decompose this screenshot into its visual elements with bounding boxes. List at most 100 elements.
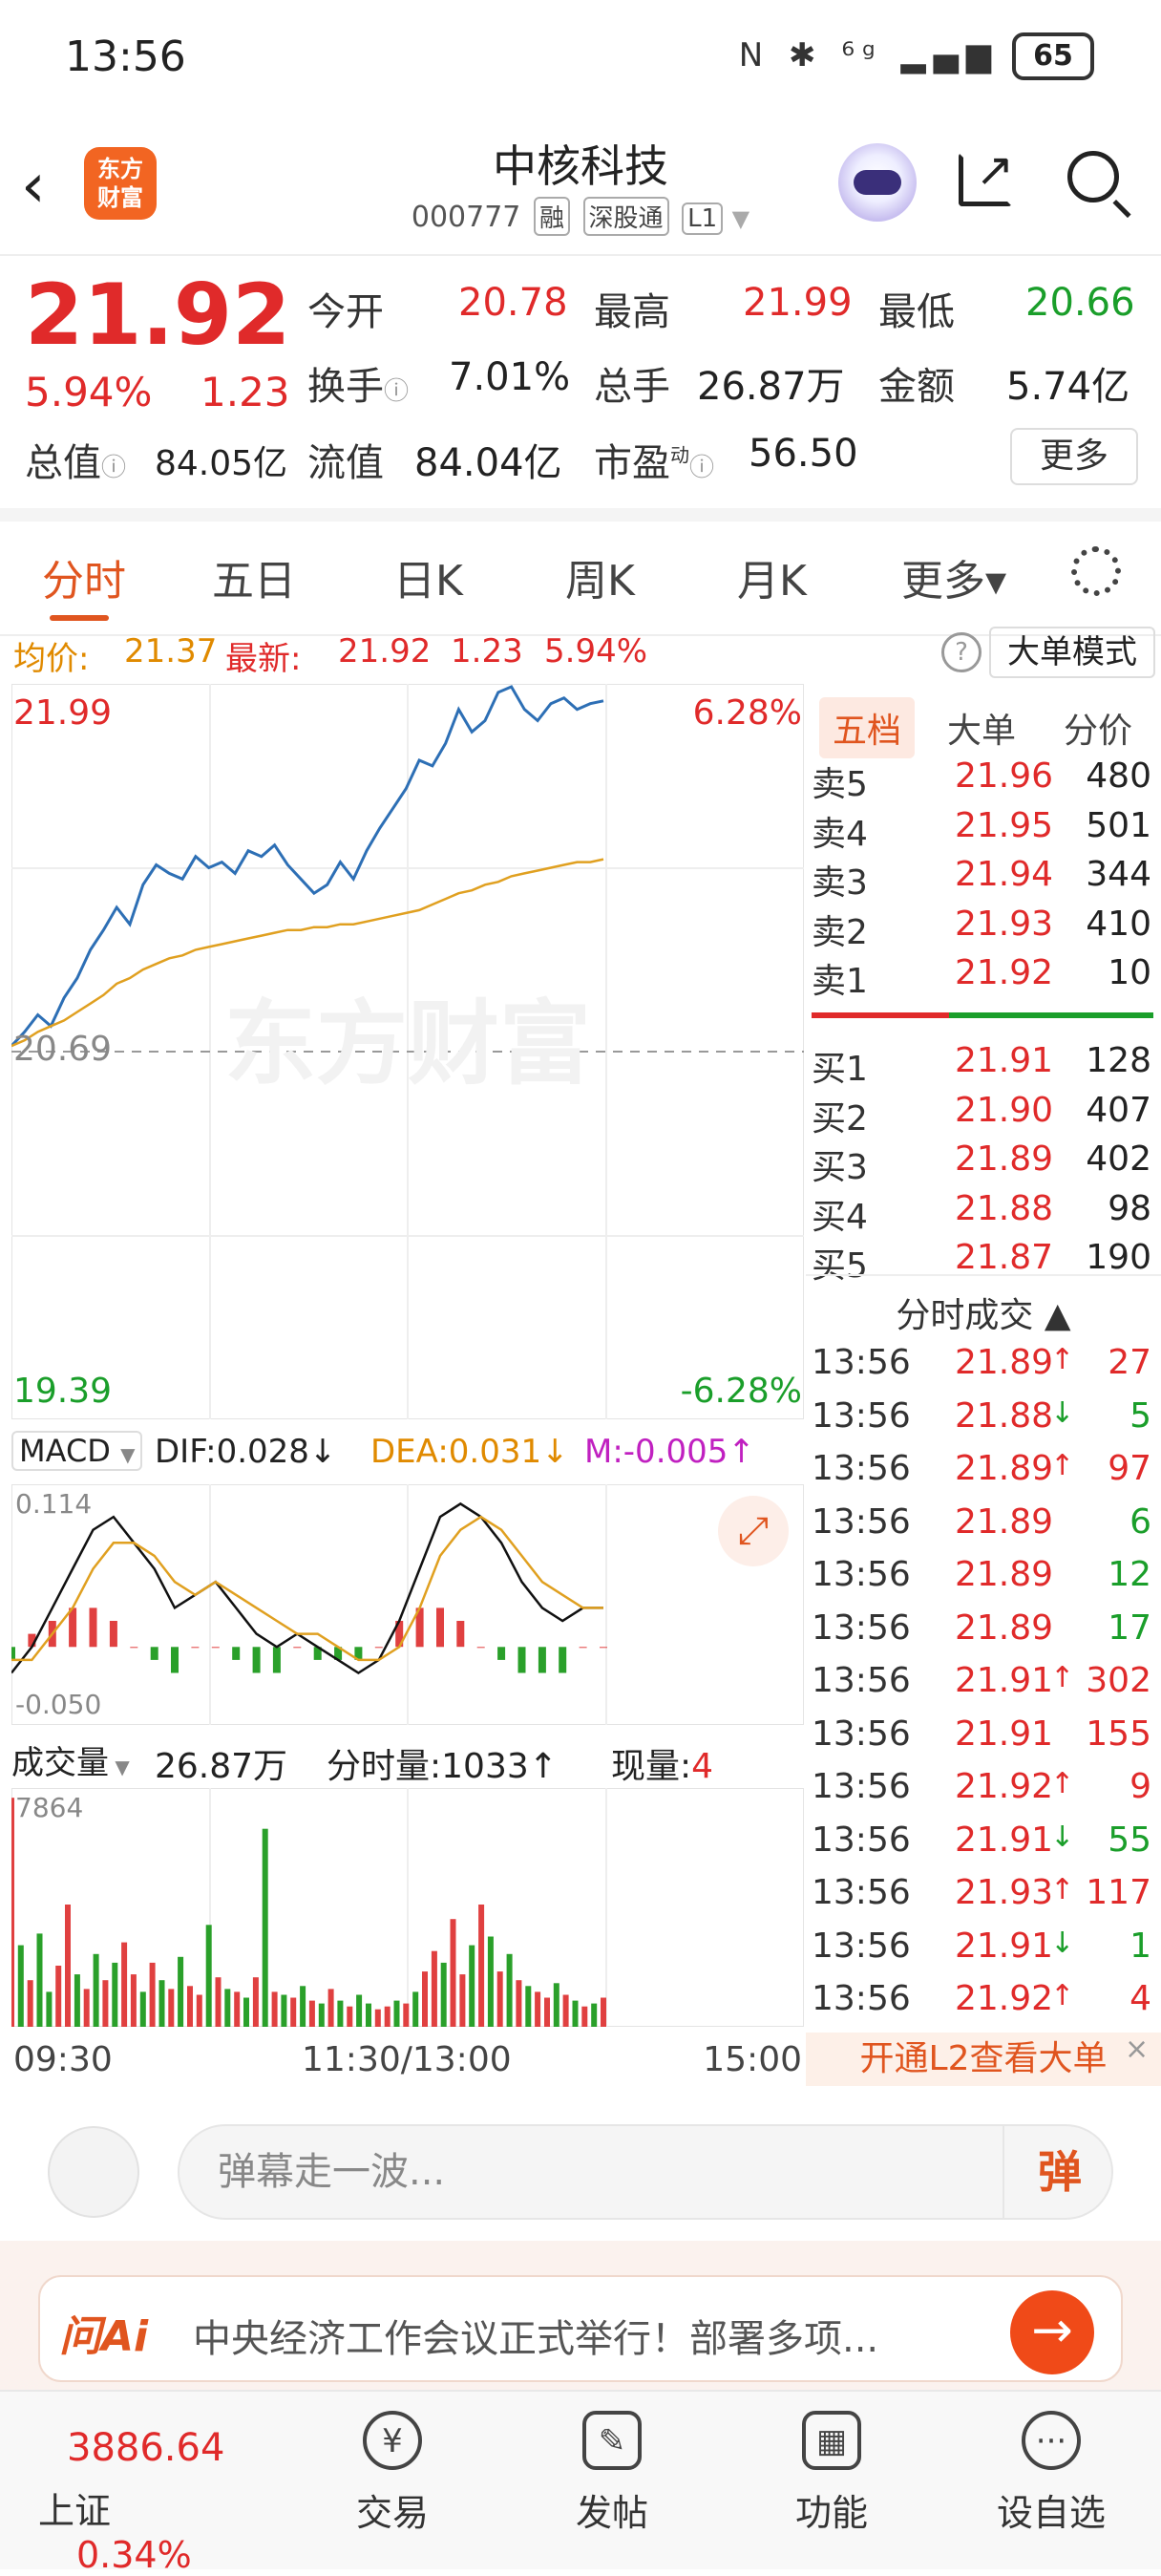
tab-five-day[interactable]: 五日	[212, 557, 296, 606]
battery-icon: 65	[1012, 32, 1094, 80]
trades-title[interactable]: 分时成交 ▲	[896, 1296, 1071, 1335]
tab-monthly-k[interactable]: 月K	[737, 557, 807, 606]
bid-row[interactable]: 买1 21.91 128	[812, 1041, 1155, 1091]
tab-more[interactable]: 更多▾	[901, 557, 1007, 606]
volume-select[interactable]: 成交量 ▼	[11, 1744, 130, 1782]
more-button[interactable]: 更多	[1010, 428, 1138, 485]
stock-name[interactable]: 中核科技	[493, 140, 668, 192]
volume-bar	[83, 1989, 90, 2027]
trade-volume: 5	[1129, 1395, 1151, 1436]
search-icon[interactable]	[1067, 151, 1119, 202]
level-volume: 344	[1086, 855, 1151, 894]
volume-header: 成交量 ▼ 26.87万 分时量:1033↑ 现量:4	[11, 1729, 804, 1786]
trade-time: 13:56	[812, 1873, 911, 1912]
volume-bar	[196, 1994, 202, 2027]
trade-time: 13:56	[812, 1979, 911, 2018]
tab-five-level[interactable]: 五档	[819, 697, 916, 758]
volume-bar	[243, 1997, 249, 2027]
comment-input[interactable]: 弹幕走一波...	[178, 2124, 1113, 2220]
macd-top-label: 0.114	[15, 1488, 93, 1520]
turnover-label: 换手ⓘ	[307, 365, 410, 409]
tab-weekly-k[interactable]: 周K	[565, 557, 635, 606]
change-amount: 1.23	[201, 369, 290, 415]
l2-upgrade-banner[interactable]: 开通L2查看大单	[806, 2033, 1161, 2086]
tab-intraday[interactable]: 分时	[42, 557, 126, 606]
ask-row[interactable]: 卖5 21.96 480	[812, 756, 1155, 806]
gear-icon[interactable]	[1071, 546, 1121, 596]
danmaku-button[interactable]: 弹	[1003, 2124, 1115, 2220]
ask-row[interactable]: 卖3 21.94 344	[812, 855, 1155, 905]
trade-price: 21.92	[955, 1767, 1054, 1806]
open-value: 20.78	[458, 281, 568, 325]
volume-bar	[525, 1986, 532, 2027]
macd-select[interactable]: MACD ▼	[11, 1431, 143, 1471]
more-dots-icon: ···	[1022, 2411, 1081, 2470]
active-tab-indicator	[50, 615, 109, 621]
volume-bar	[271, 1991, 278, 2027]
tag-connect: 深股通	[582, 197, 669, 236]
ask-row[interactable]: 卖4 21.95 501	[812, 806, 1155, 856]
nav-trade-label: 交易	[355, 2492, 429, 2534]
avg-price-line	[11, 858, 604, 1048]
volume-bar	[553, 1983, 559, 2027]
index-widget[interactable]: 3886.64 上证 0.34%	[38, 2426, 248, 2576]
tab-daily-k[interactable]: 日K	[393, 557, 463, 606]
big-order-mode-button[interactable]: 大单模式	[989, 627, 1155, 678]
pe-label: 市盈动ⓘ	[594, 441, 715, 485]
close-icon[interactable]: ×	[1125, 2033, 1150, 2066]
trade-row: 13:56 21.89 ↑ 27	[812, 1343, 1155, 1396]
macd-dif-line	[11, 1501, 603, 1674]
level-volume: 407	[1086, 1090, 1151, 1130]
back-icon[interactable]: ‹	[21, 151, 46, 222]
share-icon[interactable]	[959, 153, 1012, 206]
volume-bar	[281, 1994, 287, 2027]
bid-row[interactable]: 买2 21.90 407	[812, 1091, 1155, 1140]
macd-chart[interactable]: 0.114 -0.050 ⤢	[8, 1483, 805, 1726]
bid-row[interactable]: 买3 21.89 402	[812, 1139, 1155, 1189]
volume-bar	[544, 1997, 550, 2027]
ai-news-card[interactable]: 问Ai 中央经济工作会议正式举行！部署多项... →	[38, 2275, 1123, 2382]
level-name: 卖1	[812, 962, 868, 1001]
arrow-right-icon[interactable]: →	[1010, 2290, 1094, 2374]
bid-bar	[949, 1012, 1153, 1018]
volume-bar	[412, 1991, 419, 2027]
volume-chart[interactable]: 7864	[9, 1787, 805, 2028]
stock-code: 000777	[411, 201, 521, 234]
expand-icon[interactable]: ⤢	[718, 1496, 789, 1566]
avg-label: 均价:	[13, 640, 90, 678]
high-label: 最高	[594, 290, 670, 334]
yen-icon: ¥	[363, 2411, 422, 2470]
trade-arrow: ↓	[1050, 1820, 1075, 1854]
chart-info-row: 均价: 21.37 最新: 21.92 1.23 5.94% ? 大单模式	[0, 623, 1161, 680]
macd-bar	[130, 1647, 138, 1649]
notes-icon[interactable]	[48, 2126, 139, 2218]
trade-arrow: ↑	[1050, 1873, 1075, 1906]
tab-price-dist[interactable]: 分价	[1064, 712, 1133, 751]
bid-row[interactable]: 买5 21.87 190	[812, 1238, 1155, 1288]
period-tabs: 分时 五日 日K 周K 月K 更多▾	[0, 508, 1161, 636]
nav-trade[interactable]: ¥ 交易	[321, 2411, 464, 2536]
bid-row[interactable]: 买4 21.88 98	[812, 1189, 1155, 1239]
ask-row[interactable]: 卖1 21.92 10	[812, 953, 1155, 1003]
intraday-chart-svg: 东方财富	[10, 683, 805, 1420]
help-icon[interactable]: ?	[941, 632, 982, 672]
macd-bar	[395, 1621, 404, 1648]
intraday-chart[interactable]: 东方财富 21.99 6.28% 20.69 19.39 -6.28%	[10, 683, 805, 1420]
current-price: 21.92	[25, 266, 291, 364]
volume-value: 26.87万	[697, 365, 845, 409]
nav-functions[interactable]: ▦ 功能	[760, 2411, 903, 2536]
nav-watchlist[interactable]: ··· 设自选	[980, 2411, 1123, 2536]
level-price: 21.92	[955, 953, 1054, 992]
tab-big-order[interactable]: 大单	[947, 712, 1017, 751]
stock-code-line[interactable]: 000777 融 深股通 L1 ▼	[0, 197, 1161, 236]
volume-bar	[290, 1997, 297, 2027]
volume-bar	[562, 1994, 569, 2027]
ai-robot-icon[interactable]	[838, 143, 917, 222]
ask-row[interactable]: 卖2 21.93 410	[812, 905, 1155, 954]
volume-bar	[36, 1933, 43, 2027]
trade-volume: 55	[1108, 1820, 1151, 1860]
nav-post[interactable]: ✎ 发帖	[540, 2411, 684, 2536]
level-price: 21.90	[955, 1090, 1054, 1130]
trade-price: 21.92	[955, 1979, 1054, 2018]
mktcap-label: 总值ⓘ	[25, 441, 127, 485]
